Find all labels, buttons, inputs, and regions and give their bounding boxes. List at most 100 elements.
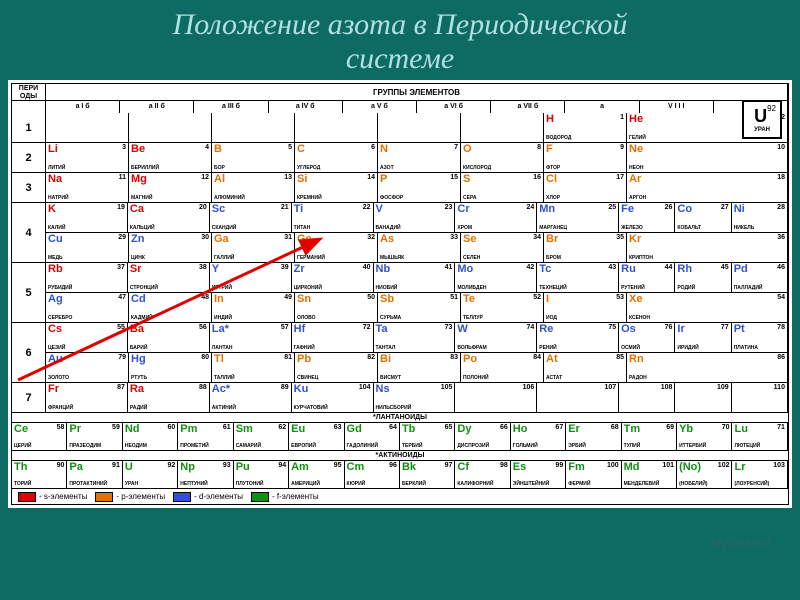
element-number: 46 — [777, 264, 785, 271]
legend-label: - р-элементы — [116, 492, 165, 501]
element-number: 4 — [205, 144, 209, 151]
element-number: 74 — [526, 324, 534, 331]
element-symbol: N — [380, 144, 458, 155]
element-number: 54 — [777, 294, 785, 301]
element-cell: Cd48КАДМИЙ — [129, 293, 212, 322]
element-cell: La*57ЛАНТАН — [210, 323, 292, 352]
element-symbol: Br — [546, 234, 624, 245]
element-cell: In49ИНДИЙ — [212, 293, 295, 322]
element-cell: Ns105НИЛЬСБОРИЙ — [374, 383, 456, 412]
element-number: 38 — [199, 264, 207, 271]
element-cell: Sc21СКАНДИЙ — [210, 203, 292, 232]
element-number: 33 — [450, 234, 458, 241]
element-name: ЖЕЛЕЗО — [621, 226, 643, 231]
element-name: МОЛИБДЕН — [457, 286, 486, 291]
element-cell: Sn50ОЛОВО — [295, 293, 378, 322]
element-name: ПРОМЕТИЙ — [180, 444, 209, 449]
element-name: ТАЛЛИЙ — [214, 376, 235, 381]
element-cell: Lu71ЛЮТЕЦИЙ — [732, 423, 787, 450]
element-symbol: Rb — [48, 264, 125, 275]
element-number: 94 — [278, 462, 286, 469]
element-cell: K19КАЛИЙ — [46, 203, 128, 232]
element-name: СТРОНЦИЙ — [130, 286, 158, 291]
main-table-body: 1H1ВОДОРОДHe2ГЕЛИЙ2Li3ЛИТИЙBe4БЕРИЛЛИЙB5… — [11, 113, 789, 413]
element-number: 67 — [555, 424, 563, 431]
element-cell: Pb82СВИНЕЦ — [295, 353, 378, 382]
element-symbol: H — [546, 114, 624, 125]
element-symbol: Si — [297, 174, 375, 185]
element-symbol: Bi — [380, 354, 458, 365]
element-name: ГАЛЛИЙ — [214, 256, 234, 261]
element-cell: Te52ТЕЛЛУР — [461, 293, 544, 322]
element-number: 55 — [117, 324, 125, 331]
element-symbol: Ti — [294, 204, 371, 215]
element-name: АЗОТ — [380, 166, 394, 171]
element-number: 103 — [773, 462, 785, 469]
element-name: НЕПТУНИЙ — [180, 482, 208, 487]
element-number: 20 — [199, 204, 207, 211]
element-name: ТУЛИЙ — [624, 444, 641, 449]
element-symbol: La* — [212, 324, 289, 335]
element-symbol: Al — [214, 174, 292, 185]
element-number: 24 — [526, 204, 534, 211]
element-cell: Ac*89АКТИНИЙ — [210, 383, 292, 412]
element-number: 13 — [284, 174, 292, 181]
element-name: АМЕРИЦИЙ — [291, 482, 320, 487]
periods-header: ПЕРИ ОДЫ — [12, 84, 46, 100]
element-cell: Ce58ЦЕРИЙ — [12, 423, 67, 450]
element-name: ДИСПРОЗИЙ — [457, 444, 489, 449]
element-symbol: Cr — [457, 204, 534, 215]
element-number: 12 — [201, 174, 209, 181]
element-name: АСТАТ — [546, 376, 562, 381]
element-number: 81 — [284, 354, 292, 361]
element-name: КОБАЛЬТ — [677, 226, 701, 231]
element-cell: Cl17ХЛОР — [544, 173, 627, 202]
element-name: ИНДИЙ — [214, 316, 232, 321]
period-number: 1 — [12, 113, 46, 142]
legend-item: - f-элементы — [251, 492, 319, 502]
element-cell: 109 — [675, 383, 731, 412]
element-number: 92 — [167, 462, 175, 469]
element-symbol: Sb — [380, 294, 458, 305]
element-name: НЕОДИМ — [125, 444, 147, 449]
element-cell: Bk97БЕРКЛИЙ — [400, 461, 455, 488]
period-row: 6Cs55ЦЕЗИЙBa56БАРИЙLa*57ЛАНТАНHf72ГАФНИЙ… — [11, 323, 789, 353]
element-number: 32 — [367, 234, 375, 241]
element-number: 21 — [281, 204, 289, 211]
element-symbol: Pb — [297, 354, 375, 365]
group-label: а IV б — [269, 101, 343, 113]
element-number: 5 — [288, 144, 292, 151]
actinides-header: *АКТИНОИДЫ — [11, 451, 789, 461]
element-name: ЛАНТАН — [212, 346, 233, 351]
element-cell: Ge32ГЕРМАНИЙ — [295, 233, 378, 262]
element-symbol: Cl — [546, 174, 624, 185]
element-cell: 108 — [619, 383, 675, 412]
slide-title: Положение азота в Периодической системе — [0, 0, 800, 80]
element-symbol: C — [297, 144, 375, 155]
element-number: 51 — [450, 294, 458, 301]
element-name: ИТТРИЙ — [212, 286, 232, 291]
period-number: 3 — [12, 173, 46, 202]
element-name: КАДМИЙ — [131, 316, 153, 321]
element-number: 78 — [777, 324, 785, 331]
element-number: 31 — [284, 234, 292, 241]
empty-cell — [46, 113, 129, 142]
element-cell: U92УРАН — [123, 461, 178, 488]
element-cell: W74ВОЛЬФРАМ — [455, 323, 537, 352]
element-name: ТЕХНЕЦИЙ — [539, 286, 567, 291]
element-cell: Ni28НИКЕЛЬ — [732, 203, 788, 232]
element-symbol: Ar — [629, 174, 785, 185]
element-name: ТЕЛЛУР — [463, 316, 483, 321]
element-name: КСЕНОН — [629, 316, 650, 321]
period-number: 6 — [12, 323, 46, 383]
element-number: 89 — [281, 384, 289, 391]
element-symbol: S — [463, 174, 541, 185]
element-cell: Ho67ГОЛЬМИЙ — [511, 423, 566, 450]
element-symbol: I — [546, 294, 624, 305]
element-number: 60 — [167, 424, 175, 431]
period-row: 2Li3ЛИТИЙBe4БЕРИЛЛИЙB5БОРC6УГЛЕРОДN7АЗОТ… — [11, 143, 789, 173]
period-number: 5 — [12, 263, 46, 323]
element-name: БЕРКЛИЙ — [402, 482, 426, 487]
element-cell: Os76ОСМИЙ — [619, 323, 675, 352]
element-name: ОСМИЙ — [621, 346, 640, 351]
